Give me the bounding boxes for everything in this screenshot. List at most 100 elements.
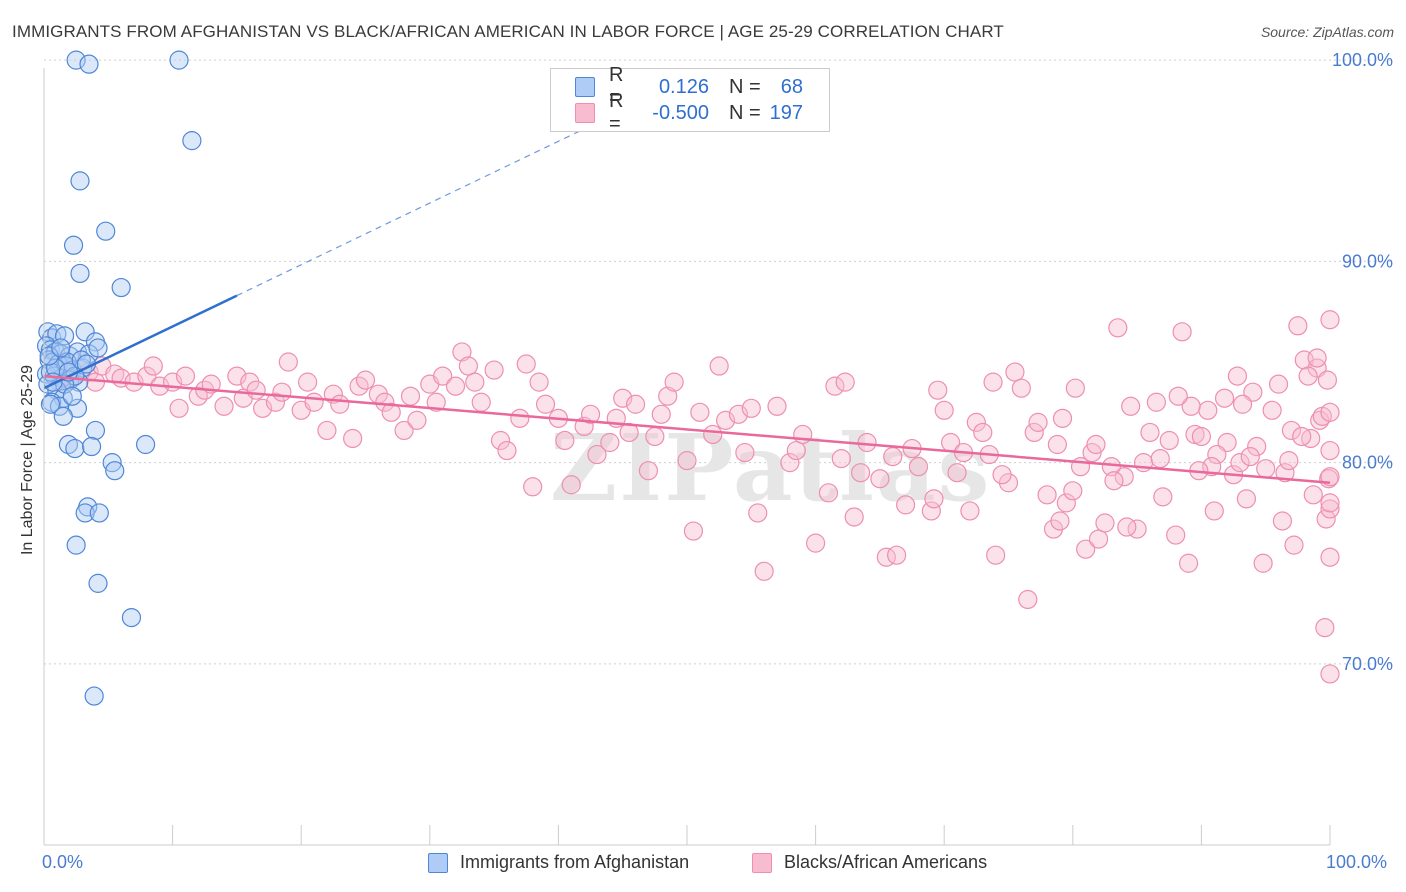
data-point-blacks — [677, 451, 697, 471]
data-point-blacks — [1275, 463, 1295, 483]
data-point-afghanistan — [70, 171, 90, 191]
data-point-blacks — [1050, 511, 1070, 531]
data-point-blacks — [1320, 310, 1340, 330]
data-point-blacks — [1146, 392, 1166, 412]
legend-swatch-blue — [575, 77, 595, 97]
data-point-blacks — [1281, 420, 1302, 441]
data-point-blacks — [831, 449, 851, 469]
data-point-blacks — [1303, 485, 1323, 505]
legend-r-value: -0.500 — [652, 101, 709, 124]
series-afghanistan-points — [36, 50, 202, 706]
data-point-afghanistan — [88, 338, 108, 358]
data-point-afghanistan — [111, 277, 131, 298]
data-point-blacks — [1236, 489, 1257, 509]
data-point-blacks — [516, 354, 536, 374]
data-point-blacks — [433, 366, 453, 386]
data-point-blacks — [1178, 553, 1199, 573]
data-point-blacks — [1320, 440, 1340, 461]
data-point-afghanistan — [84, 686, 104, 706]
data-point-blacks — [394, 420, 414, 441]
legend-item-blacks: Blacks/African Americans — [752, 852, 987, 873]
data-point-blacks — [1320, 499, 1340, 519]
data-point-afghanistan — [89, 503, 109, 523]
data-point-blacks — [143, 356, 163, 376]
series-legend: Immigrants from Afghanistan Blacks/Afric… — [0, 852, 1406, 878]
data-point-blacks — [966, 412, 986, 432]
trend-line-afghanistan-extension — [236, 109, 623, 297]
data-point-blacks — [1011, 378, 1031, 398]
data-point-blacks — [497, 440, 517, 461]
data-point-blacks — [1315, 618, 1335, 638]
legend-swatch-pink — [752, 852, 772, 873]
legend-item-afghanistan: Immigrants from Afghanistan — [428, 852, 689, 873]
data-point-blacks — [1191, 426, 1212, 447]
legend-n-value: 68 — [780, 75, 803, 98]
data-point-blacks — [1028, 412, 1048, 432]
data-point-blacks — [986, 545, 1006, 565]
data-point-blacks — [535, 394, 556, 414]
data-point-afghanistan — [40, 394, 61, 414]
data-point-blacks — [465, 372, 485, 392]
data-point-blacks — [1268, 374, 1289, 394]
data-point-blacks — [780, 453, 800, 473]
trend-lines — [43, 109, 1331, 484]
data-point-blacks — [169, 398, 189, 418]
data-point-blacks — [924, 489, 944, 509]
data-point-blacks — [561, 475, 581, 495]
data-point-blacks — [683, 521, 704, 541]
data-point-blacks — [1247, 436, 1267, 457]
data-point-blacks — [1284, 535, 1304, 555]
data-point-blacks — [851, 463, 871, 483]
data-point-blacks — [883, 446, 903, 467]
data-point-blacks — [983, 372, 1003, 392]
data-point-blacks — [407, 410, 427, 430]
data-point-blacks — [638, 461, 659, 481]
data-point-afghanistan — [169, 50, 189, 70]
legend-label-blacks: Blacks/African Americans — [784, 852, 988, 872]
data-point-afghanistan — [70, 263, 90, 284]
data-point-blacks — [1240, 446, 1260, 467]
data-point-afghanistan — [51, 338, 71, 358]
data-point-blacks — [625, 394, 646, 414]
data-point-blacks — [1095, 513, 1115, 533]
data-point-blacks — [1288, 316, 1308, 336]
data-point-blacks — [214, 396, 234, 416]
data-point-blacks — [580, 404, 601, 424]
data-point-blacks — [645, 426, 665, 447]
data-point-afghanistan — [96, 221, 116, 241]
data-point-blacks — [1320, 664, 1340, 684]
data-point-blacks — [767, 396, 787, 416]
data-point-blacks — [1063, 481, 1083, 501]
data-point-blacks — [1207, 444, 1227, 465]
data-point-blacks — [947, 463, 967, 483]
data-point-blacks — [1024, 422, 1044, 443]
data-point-blacks — [375, 392, 395, 412]
watermark: ZIPatlas — [550, 414, 989, 522]
data-point-blacks — [355, 370, 376, 390]
legend-swatch-pink — [575, 103, 595, 123]
x-tick-label-min: 0.0% — [42, 852, 84, 872]
data-point-blacks — [1317, 370, 1338, 390]
legend-r-value: 0.126 — [658, 75, 709, 98]
data-point-blacks — [1320, 493, 1340, 513]
data-point-blacks — [1159, 430, 1179, 451]
data-point-blacks — [844, 507, 864, 527]
data-point-afghanistan — [105, 461, 125, 481]
data-point-blacks — [490, 430, 511, 451]
data-point-blacks — [1198, 400, 1218, 420]
y-tick-label: 100.0% — [1332, 50, 1393, 70]
data-point-blacks — [272, 382, 292, 402]
data-point-blacks — [1153, 487, 1173, 507]
data-point-blacks — [317, 420, 337, 441]
data-point-blacks — [1086, 434, 1106, 455]
data-point-blacks — [1076, 539, 1096, 559]
data-point-blacks — [278, 352, 298, 372]
legend-n-label: N = — [729, 101, 761, 124]
data-point-blacks — [529, 372, 549, 392]
data-point-blacks — [246, 380, 266, 400]
data-point-blacks — [343, 428, 363, 449]
trend-line-blacks — [43, 374, 1331, 484]
legend-r-label: R = — [609, 90, 624, 135]
data-point-blacks — [510, 408, 530, 428]
